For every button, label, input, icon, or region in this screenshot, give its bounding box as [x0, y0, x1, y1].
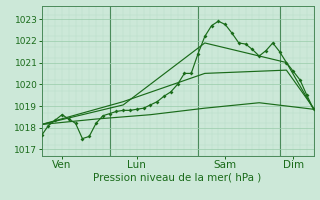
X-axis label: Pression niveau de la mer( hPa ): Pression niveau de la mer( hPa ) — [93, 173, 262, 183]
